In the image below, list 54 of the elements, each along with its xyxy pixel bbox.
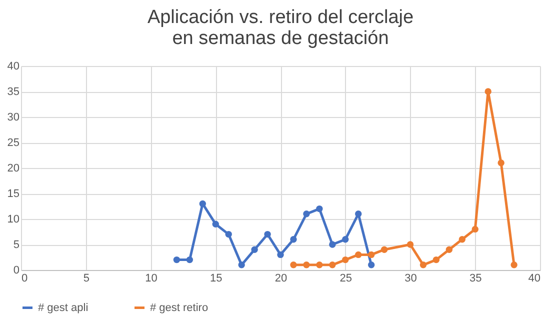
y-tick-label: 35: [7, 86, 20, 98]
point: [225, 230, 232, 238]
y-tick-label: 10: [7, 214, 20, 226]
point: [303, 210, 310, 218]
point: [212, 220, 219, 228]
x-tick-label: 5: [83, 272, 90, 284]
x-tick-label: 30: [404, 272, 417, 284]
x-tick-label: 15: [210, 272, 222, 284]
point: [354, 210, 362, 218]
point: [342, 256, 349, 264]
y-tick-label: 30: [7, 112, 20, 124]
point: [354, 251, 362, 258]
y-tick-label: 40: [7, 60, 20, 72]
point: [420, 262, 427, 268]
point: [368, 251, 375, 258]
x-tick-label: 0: [22, 272, 28, 284]
point: [290, 262, 297, 268]
y-tick-label: 25: [7, 137, 20, 149]
legend-label: # gest retiro: [150, 302, 208, 314]
chart-title: Aplicación vs. retiro del cerclaje en semanas de gestación: [147, 7, 414, 49]
point: [446, 246, 453, 253]
point: [277, 251, 284, 258]
x-tick-label: 10: [145, 272, 158, 284]
legend-label: # gest apli: [38, 302, 88, 314]
point: [264, 230, 271, 238]
point: [380, 246, 388, 253]
point: [342, 236, 349, 243]
point: [329, 241, 336, 248]
x-tick-label: 40: [528, 272, 540, 284]
point: [498, 160, 504, 166]
point: [199, 200, 206, 208]
point: [458, 236, 466, 243]
point: [238, 262, 245, 268]
y-tick-label: 20: [7, 162, 20, 174]
point: [329, 262, 336, 268]
point: [510, 262, 518, 268]
point: [406, 241, 414, 248]
point: [316, 205, 323, 212]
point: [173, 256, 180, 264]
point: [484, 88, 492, 95]
point: [186, 256, 194, 264]
point: [251, 246, 258, 253]
point: [316, 262, 323, 268]
y-tick-label: 5: [13, 239, 20, 251]
x-tick-label: 35: [470, 272, 482, 284]
x-tick-label: 25: [340, 272, 352, 284]
point: [368, 262, 375, 268]
point: [432, 256, 440, 264]
x-tick-label: 20: [274, 272, 288, 284]
y-tick-label: 0: [13, 264, 20, 276]
y-tick-label: 15: [7, 188, 20, 200]
point: [303, 262, 310, 268]
point: [290, 236, 297, 243]
point: [472, 226, 478, 233]
